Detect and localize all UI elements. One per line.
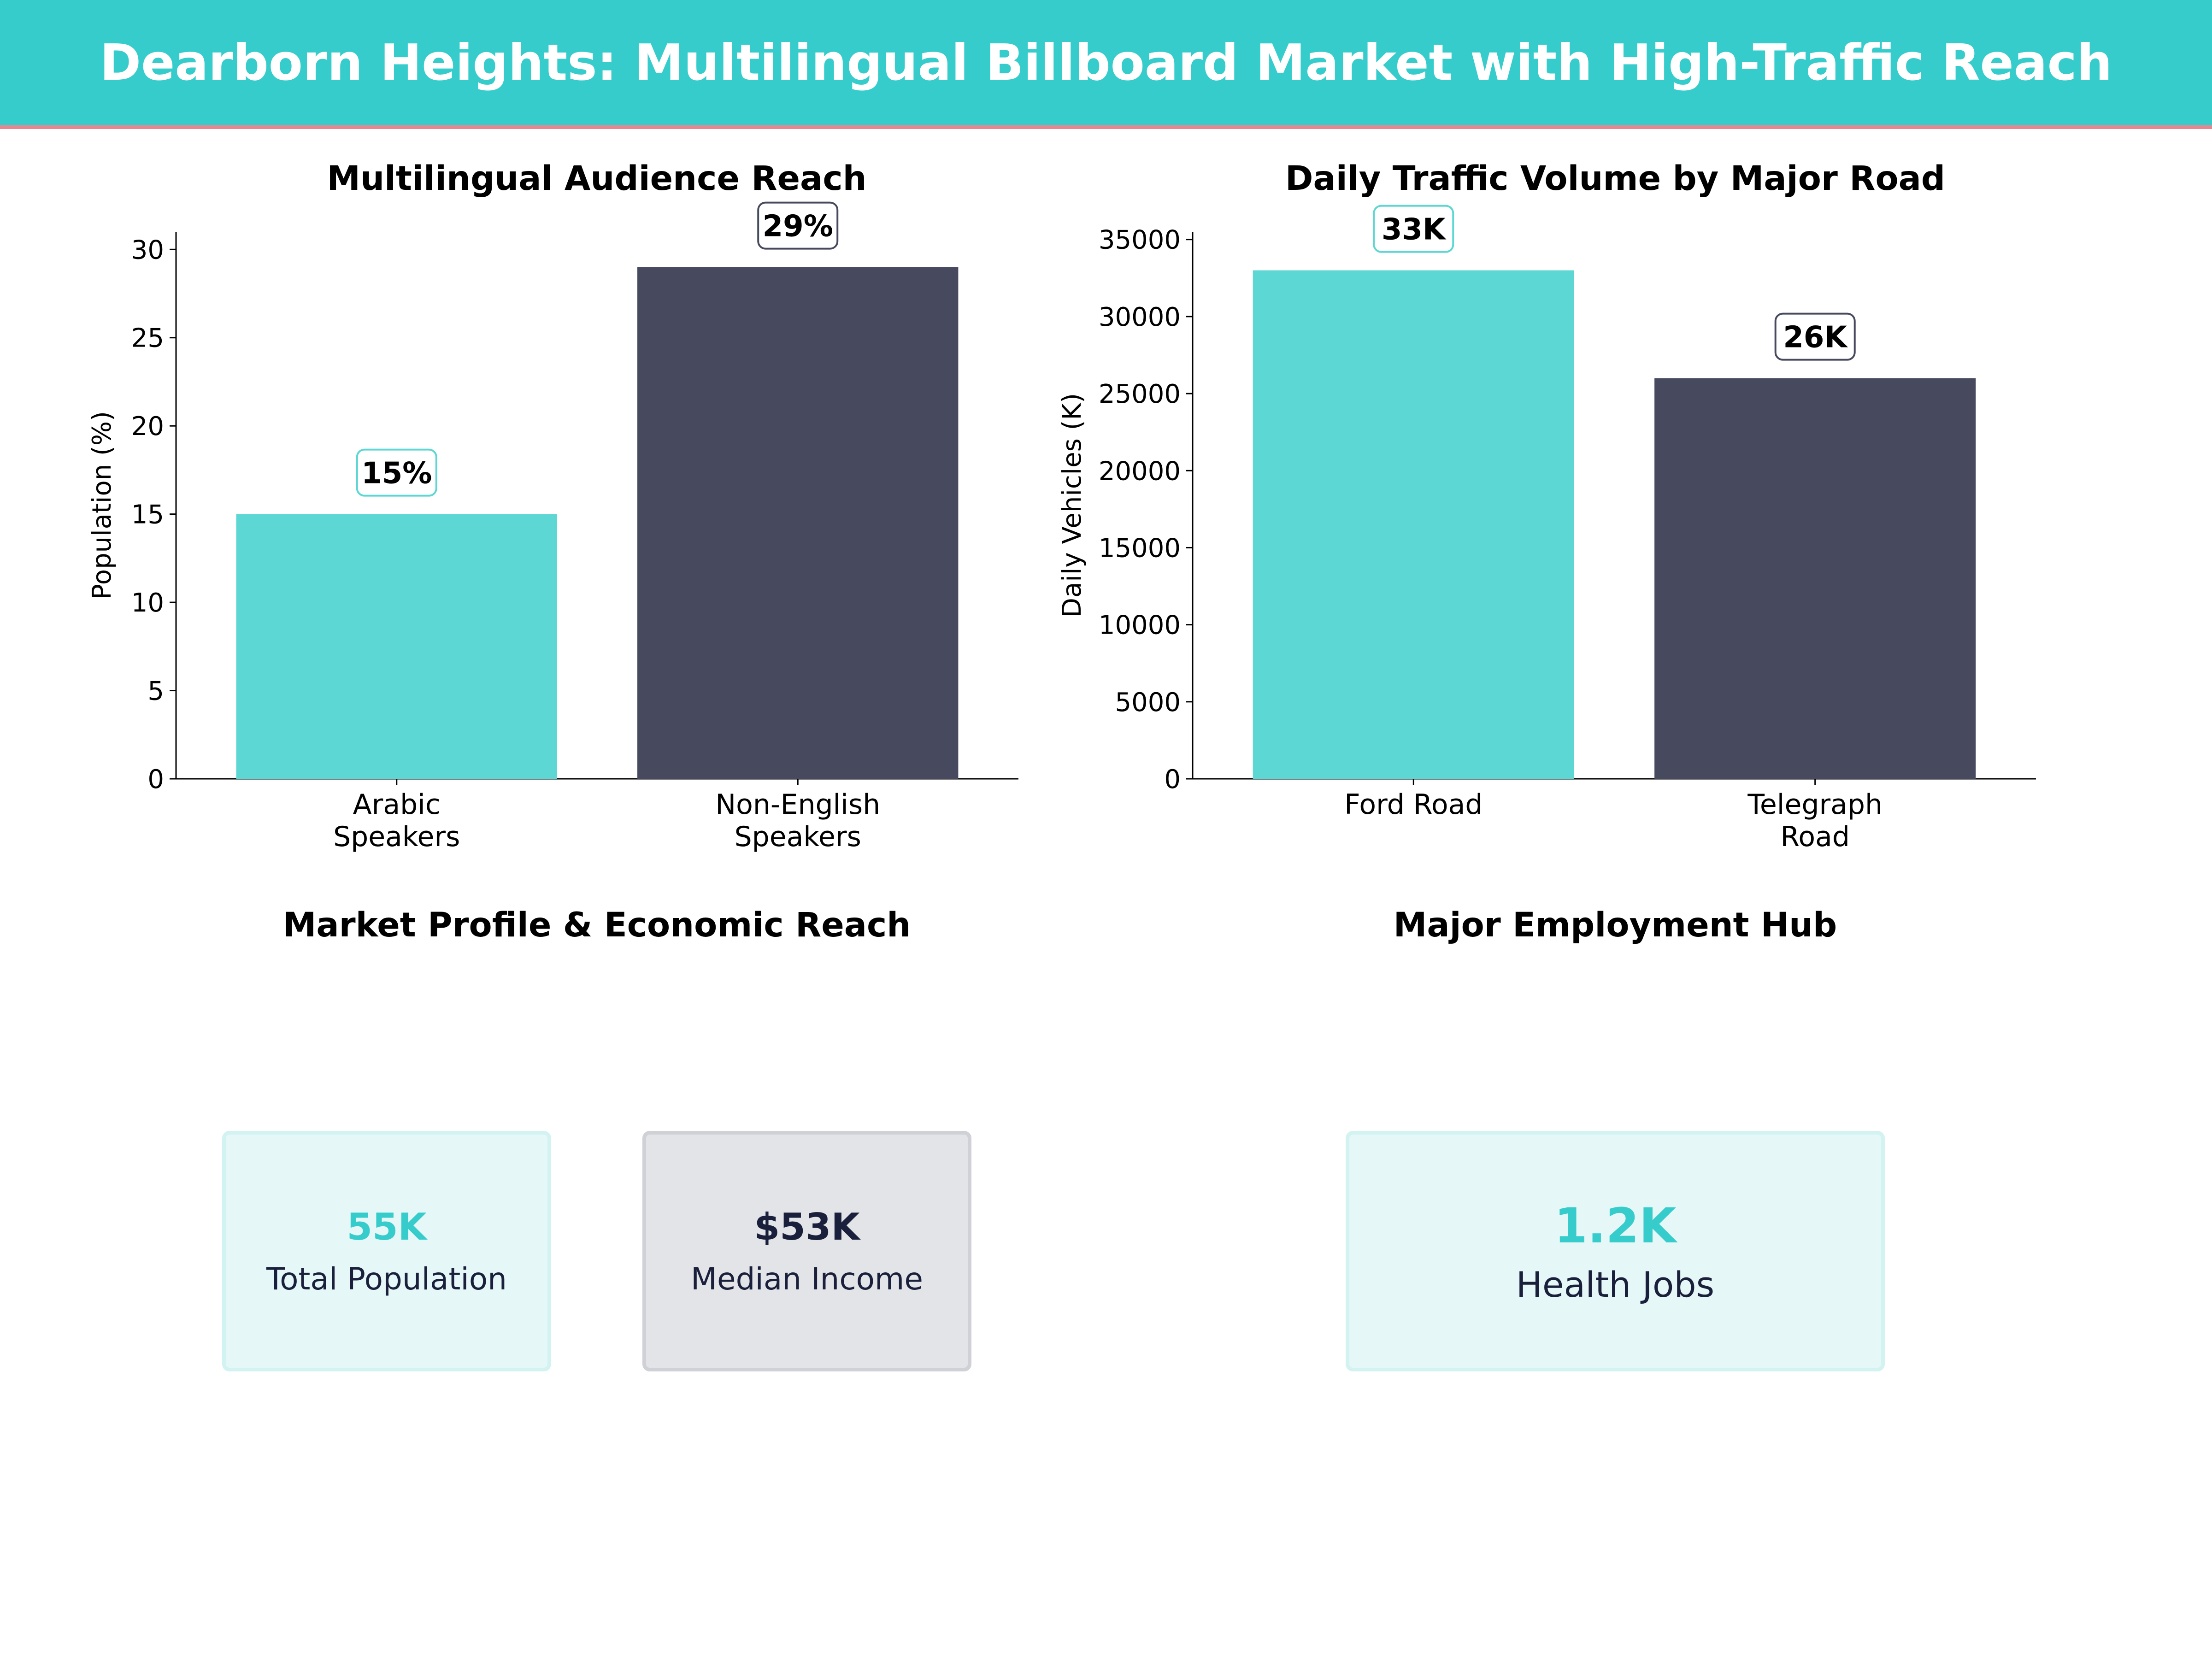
y-axis-label: Population (%) — [87, 411, 117, 600]
market-profile-title: Market Profile & Economic Reach — [282, 906, 911, 945]
employment-hub-title: Major Employment Hub — [1393, 906, 1837, 945]
y-tick-label: 10000 — [1099, 611, 1181, 641]
bar — [637, 267, 959, 779]
y-tick-label: 25 — [131, 324, 164, 353]
chart-title-audience: Multilingual Audience Reach — [327, 159, 867, 198]
data-label: 15% — [361, 457, 432, 491]
y-tick-label: 15000 — [1099, 533, 1181, 563]
x-tick-label: Non-English — [715, 788, 880, 821]
kpi-label-population: Total Population — [266, 1261, 507, 1297]
kpi-label-health-jobs: Health Jobs — [1516, 1264, 1715, 1305]
x-tick-label: Speakers — [735, 821, 861, 853]
x-tick-label: Speakers — [333, 821, 460, 853]
y-tick-label: 15 — [131, 500, 164, 530]
data-label: 29% — [763, 210, 833, 244]
data-label-box — [356, 448, 437, 497]
kpi-card-health-jobs: 1.2K Health Jobs — [1346, 1131, 1885, 1371]
kpi-card-population: 55K Total Population — [222, 1131, 551, 1371]
y-tick-label: 30 — [131, 235, 164, 265]
kpi-value-health-jobs: 1.2K — [1554, 1197, 1677, 1254]
y-tick-label: 30000 — [1099, 302, 1181, 332]
data-label-box — [1774, 312, 1856, 361]
data-label: 33K — [1382, 213, 1447, 247]
kpi-value-income: $53K — [754, 1206, 860, 1248]
x-tick-label: Road — [1780, 821, 1850, 853]
bar — [1253, 270, 1574, 779]
data-label-box — [1373, 205, 1454, 253]
kpi-value-population: 55K — [347, 1206, 427, 1248]
bar — [236, 514, 557, 779]
y-tick-label: 20 — [131, 412, 164, 441]
page-title: Dearborn Heights: Multilingual Billboard… — [100, 34, 2112, 92]
y-tick-label: 0 — [147, 765, 164, 794]
bar — [1654, 378, 1976, 779]
y-tick-label: 5 — [147, 677, 164, 706]
y-tick-label: 10 — [131, 588, 164, 618]
x-tick-label: Telegraph — [1747, 788, 1883, 821]
data-label: 26K — [1783, 321, 1848, 355]
kpi-label-income: Median Income — [691, 1261, 923, 1297]
y-tick-label: 5000 — [1115, 688, 1181, 718]
header-banner: Dearborn Heights: Multilingual Billboard… — [0, 0, 2212, 129]
y-tick-label: 35000 — [1099, 225, 1181, 255]
y-axis-label: Daily Vehicles (K) — [1057, 393, 1087, 618]
y-tick-label: 25000 — [1099, 379, 1181, 409]
kpi-card-income: $53K Median Income — [642, 1131, 971, 1371]
x-tick-label: Ford Road — [1344, 788, 1483, 821]
x-tick-label: Arabic — [353, 788, 441, 821]
data-label-box — [757, 201, 839, 250]
chart-title-traffic: Daily Traffic Volume by Major Road — [1285, 159, 1946, 198]
y-tick-label: 20000 — [1099, 456, 1181, 486]
y-tick-label: 0 — [1164, 765, 1181, 794]
